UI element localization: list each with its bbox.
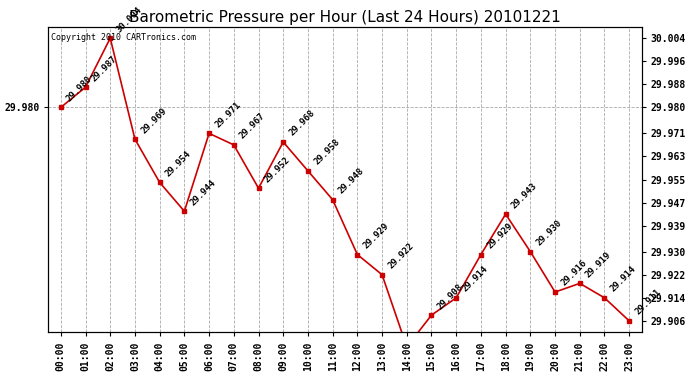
Text: 29.911: 29.911: [633, 288, 662, 317]
Text: 29.968: 29.968: [287, 109, 317, 138]
Text: 29.967: 29.967: [238, 111, 267, 141]
Text: 29.929: 29.929: [362, 221, 391, 251]
Text: 29.897: 29.897: [0, 374, 1, 375]
Text: 29.916: 29.916: [559, 259, 589, 288]
Title: Barometric Pressure per Hour (Last 24 Hours) 20101221: Barometric Pressure per Hour (Last 24 Ho…: [129, 10, 561, 26]
Text: 29.914: 29.914: [460, 264, 489, 294]
Text: 29.929: 29.929: [485, 221, 514, 251]
Text: 29.948: 29.948: [337, 166, 366, 195]
Text: 29.914: 29.914: [609, 264, 638, 294]
Text: 29.969: 29.969: [139, 106, 168, 135]
Text: 29.944: 29.944: [188, 178, 218, 207]
Text: 29.930: 29.930: [535, 218, 564, 248]
Text: 29.919: 29.919: [584, 250, 613, 279]
Text: 29.987: 29.987: [90, 54, 119, 83]
Text: 29.958: 29.958: [312, 138, 342, 167]
Text: 30.004: 30.004: [115, 5, 144, 34]
Text: 29.952: 29.952: [263, 155, 292, 184]
Text: Copyright 2010 CARTronics.com: Copyright 2010 CARTronics.com: [52, 33, 197, 42]
Text: 29.908: 29.908: [435, 282, 465, 311]
Text: 29.980: 29.980: [65, 74, 94, 103]
Text: 29.954: 29.954: [164, 149, 193, 178]
Text: 29.922: 29.922: [386, 242, 415, 270]
Text: 29.943: 29.943: [510, 181, 539, 210]
Text: 29.971: 29.971: [213, 100, 242, 129]
